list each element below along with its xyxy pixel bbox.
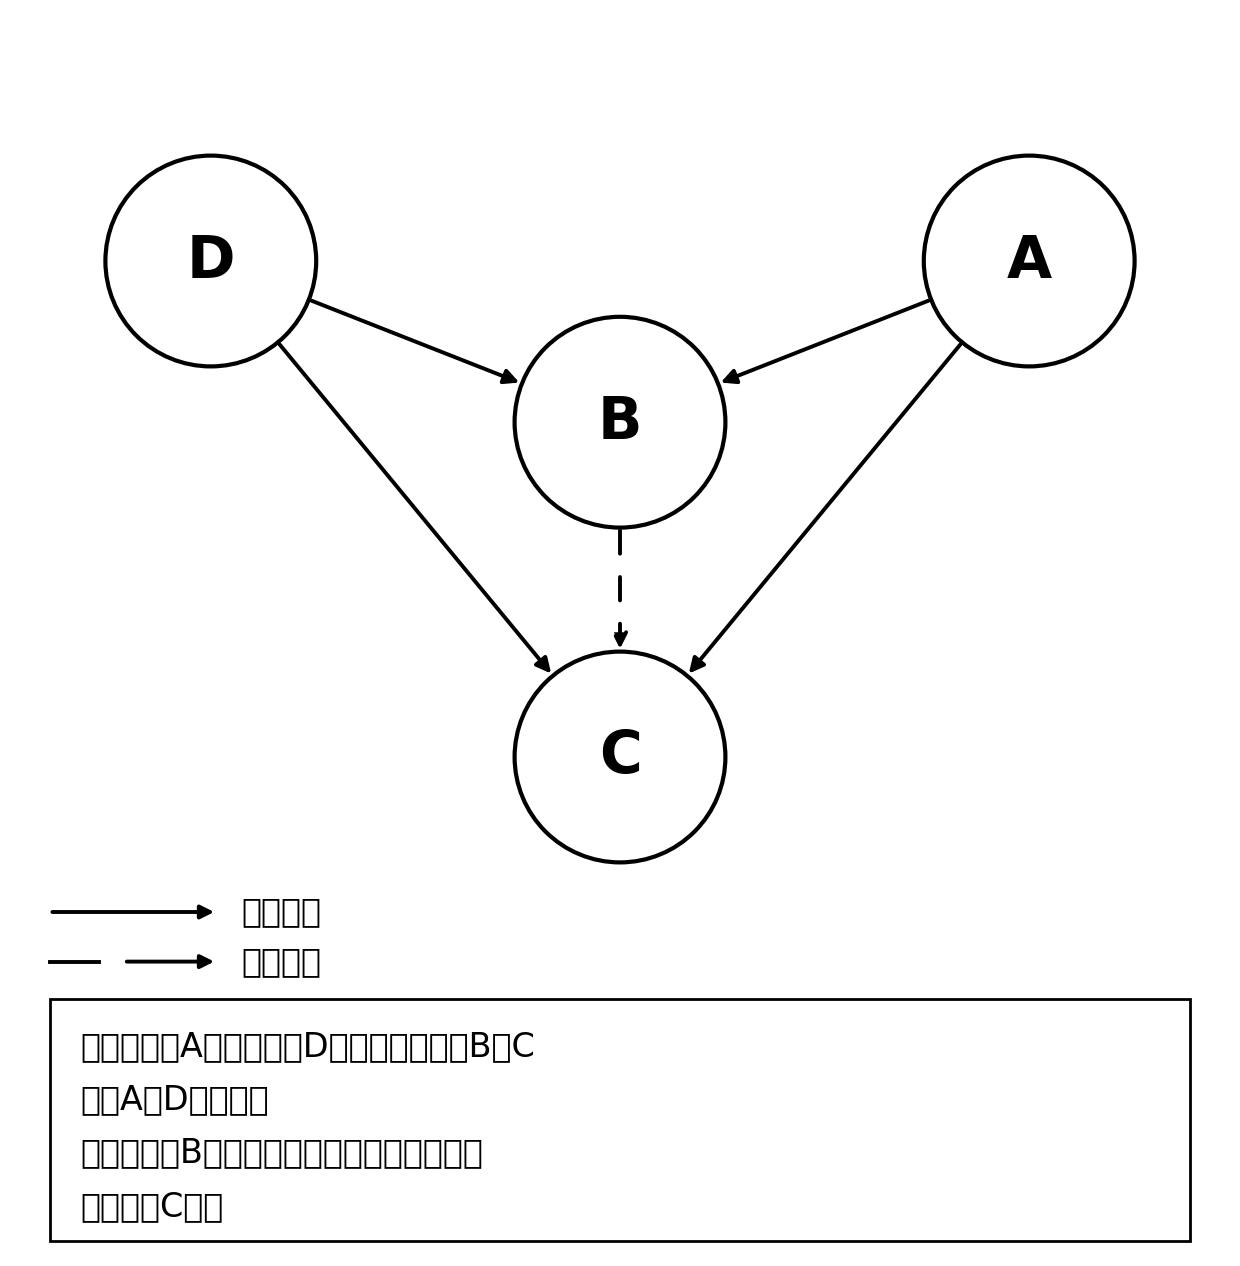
- Text: A: A: [1007, 233, 1052, 290]
- Circle shape: [515, 652, 725, 862]
- Circle shape: [924, 156, 1135, 366]
- Circle shape: [105, 156, 316, 366]
- Text: 第二阶段：B将第一阶段所收信号进行放大转: 第二阶段：B将第一阶段所收信号进行放大转: [81, 1137, 484, 1170]
- Text: 第一阶段: 第一阶段: [242, 895, 322, 928]
- Text: 第一阶段：A发送信号，D发送人工噪声，B、C: 第一阶段：A发送信号，D发送人工噪声，B、C: [81, 1029, 536, 1062]
- Circle shape: [515, 316, 725, 528]
- Text: C: C: [599, 728, 641, 785]
- Text: 接收A、D所发信号: 接收A、D所发信号: [81, 1084, 269, 1117]
- Text: D: D: [186, 233, 236, 290]
- Text: 发，并由C接收: 发，并由C接收: [81, 1190, 224, 1223]
- FancyBboxPatch shape: [50, 999, 1190, 1241]
- Text: B: B: [598, 394, 642, 451]
- Text: 第二阶段: 第二阶段: [242, 946, 322, 979]
